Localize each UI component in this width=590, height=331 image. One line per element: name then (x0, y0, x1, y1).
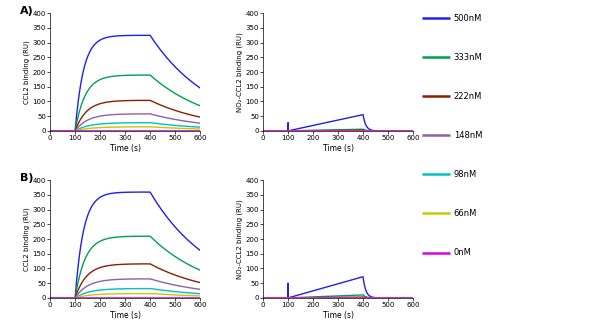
Y-axis label: CCL2 binding (RU): CCL2 binding (RU) (23, 207, 30, 271)
Text: 0nM: 0nM (454, 248, 471, 257)
Text: 333nM: 333nM (454, 53, 483, 62)
X-axis label: Time (s): Time (s) (323, 311, 353, 320)
X-axis label: Time (s): Time (s) (110, 311, 140, 320)
Text: 148nM: 148nM (454, 131, 482, 140)
Text: 222nM: 222nM (454, 92, 482, 101)
Text: 66nM: 66nM (454, 209, 477, 218)
Text: 98nM: 98nM (454, 170, 477, 179)
Y-axis label: NO₂-CCL2 binding (RU): NO₂-CCL2 binding (RU) (236, 32, 242, 112)
Text: B): B) (20, 173, 34, 183)
X-axis label: Time (s): Time (s) (323, 144, 353, 153)
Y-axis label: NO₂-CCL2 binding (RU): NO₂-CCL2 binding (RU) (236, 199, 242, 279)
Text: A): A) (20, 6, 34, 16)
Y-axis label: CCL2 binding (RU): CCL2 binding (RU) (23, 40, 30, 104)
X-axis label: Time (s): Time (s) (110, 144, 140, 153)
Text: 500nM: 500nM (454, 14, 482, 23)
